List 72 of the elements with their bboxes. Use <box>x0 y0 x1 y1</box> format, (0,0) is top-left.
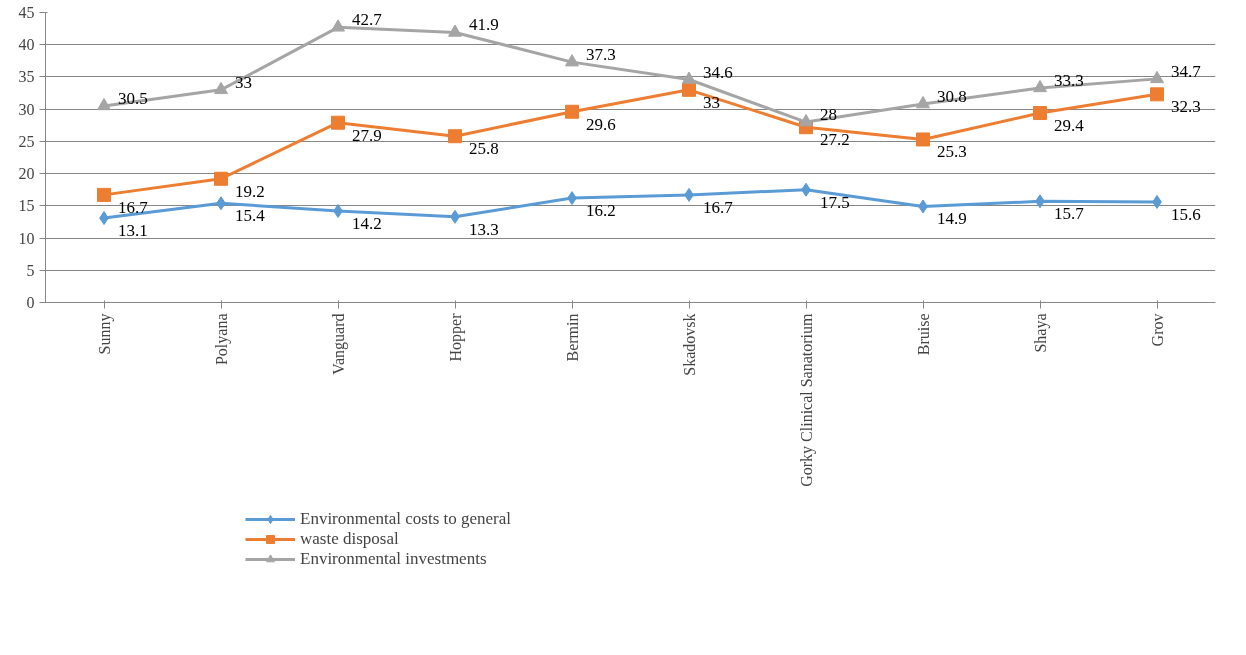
data-label: 34.7 <box>1171 61 1202 81</box>
data-label: 33 <box>235 72 252 92</box>
point <box>1033 79 1047 93</box>
point <box>214 171 228 186</box>
data-label: 27.9 <box>352 125 382 145</box>
legend-label: waste disposal <box>300 529 399 549</box>
point <box>448 24 462 37</box>
data-label: 34.6 <box>703 62 733 82</box>
data-label: 29.6 <box>586 114 616 134</box>
data-label: 32.3 <box>1171 97 1201 117</box>
y-tick-label: 30 <box>18 100 35 118</box>
y-tick-label: 45 <box>18 4 35 21</box>
x-tick-label: Skadovsk <box>680 313 698 376</box>
data-label: 30.5 <box>118 88 148 108</box>
x-tick-label: Polyana <box>212 313 231 366</box>
point <box>448 129 462 144</box>
y-tick-label: 20 <box>18 165 35 183</box>
data-label: 15.4 <box>235 206 266 226</box>
x-tick-label: Shaya <box>1031 313 1050 353</box>
data-label: 28 <box>820 105 837 125</box>
data-label: 16.2 <box>586 201 616 221</box>
data-label: 15.7 <box>1054 204 1085 224</box>
point <box>331 115 345 130</box>
x-tick-label: Vanguard <box>329 313 348 375</box>
point <box>565 54 579 67</box>
point <box>682 71 696 84</box>
x-tick-label: Sunny <box>95 313 114 355</box>
y-tick-label: 40 <box>18 36 35 54</box>
point <box>565 104 579 119</box>
data-label: 16.7 <box>703 197 734 217</box>
x-tick-label: Gorky Clinical Sanatorium <box>797 312 816 487</box>
point <box>916 96 930 109</box>
point <box>682 82 696 97</box>
y-tick-label: 15 <box>18 197 35 215</box>
x-tick-label: Bruise <box>914 313 932 356</box>
point <box>1033 106 1047 121</box>
data-label: 30.8 <box>937 87 967 107</box>
point <box>97 97 111 111</box>
data-label: 17.5 <box>820 192 850 212</box>
legend-label: Environmental investments <box>300 549 487 569</box>
y-tick-label: 0 <box>26 294 35 311</box>
data-label: 42.7 <box>352 10 383 30</box>
data-label: 13.1 <box>118 221 148 241</box>
data-label: 14.2 <box>352 213 382 233</box>
x-tick-label: Bermin <box>563 313 581 362</box>
data-label: 41.9 <box>469 15 499 35</box>
point <box>331 19 345 32</box>
x-tick-label: Grov <box>1148 313 1166 347</box>
data-label: 25.8 <box>469 139 499 159</box>
data-label: 15.6 <box>1171 204 1201 224</box>
y-tick-label: 25 <box>18 132 35 150</box>
data-label: 19.2 <box>235 181 265 201</box>
y-tick-label: 35 <box>18 68 35 86</box>
point <box>799 114 813 127</box>
y-tick-label: 10 <box>18 229 35 247</box>
point <box>97 187 111 202</box>
y-tick-label: 5 <box>26 261 35 279</box>
point <box>1150 70 1164 84</box>
data-label: 14.9 <box>937 209 967 229</box>
data-label: 33 <box>703 92 720 112</box>
data-label: 29.4 <box>1054 116 1085 136</box>
data-label: 25.3 <box>937 142 967 162</box>
data-label: 27.2 <box>820 130 850 150</box>
x-tick-label: Hopper <box>446 312 465 362</box>
data-label: 37.3 <box>586 45 616 65</box>
point <box>916 132 930 147</box>
point <box>214 81 228 95</box>
data-label: 13.3 <box>469 219 499 239</box>
data-label: 33.3 <box>1054 70 1084 90</box>
point <box>1150 87 1164 102</box>
data-label: 16.7 <box>118 197 149 217</box>
legend-label: Environmental costs to general <box>300 509 512 529</box>
